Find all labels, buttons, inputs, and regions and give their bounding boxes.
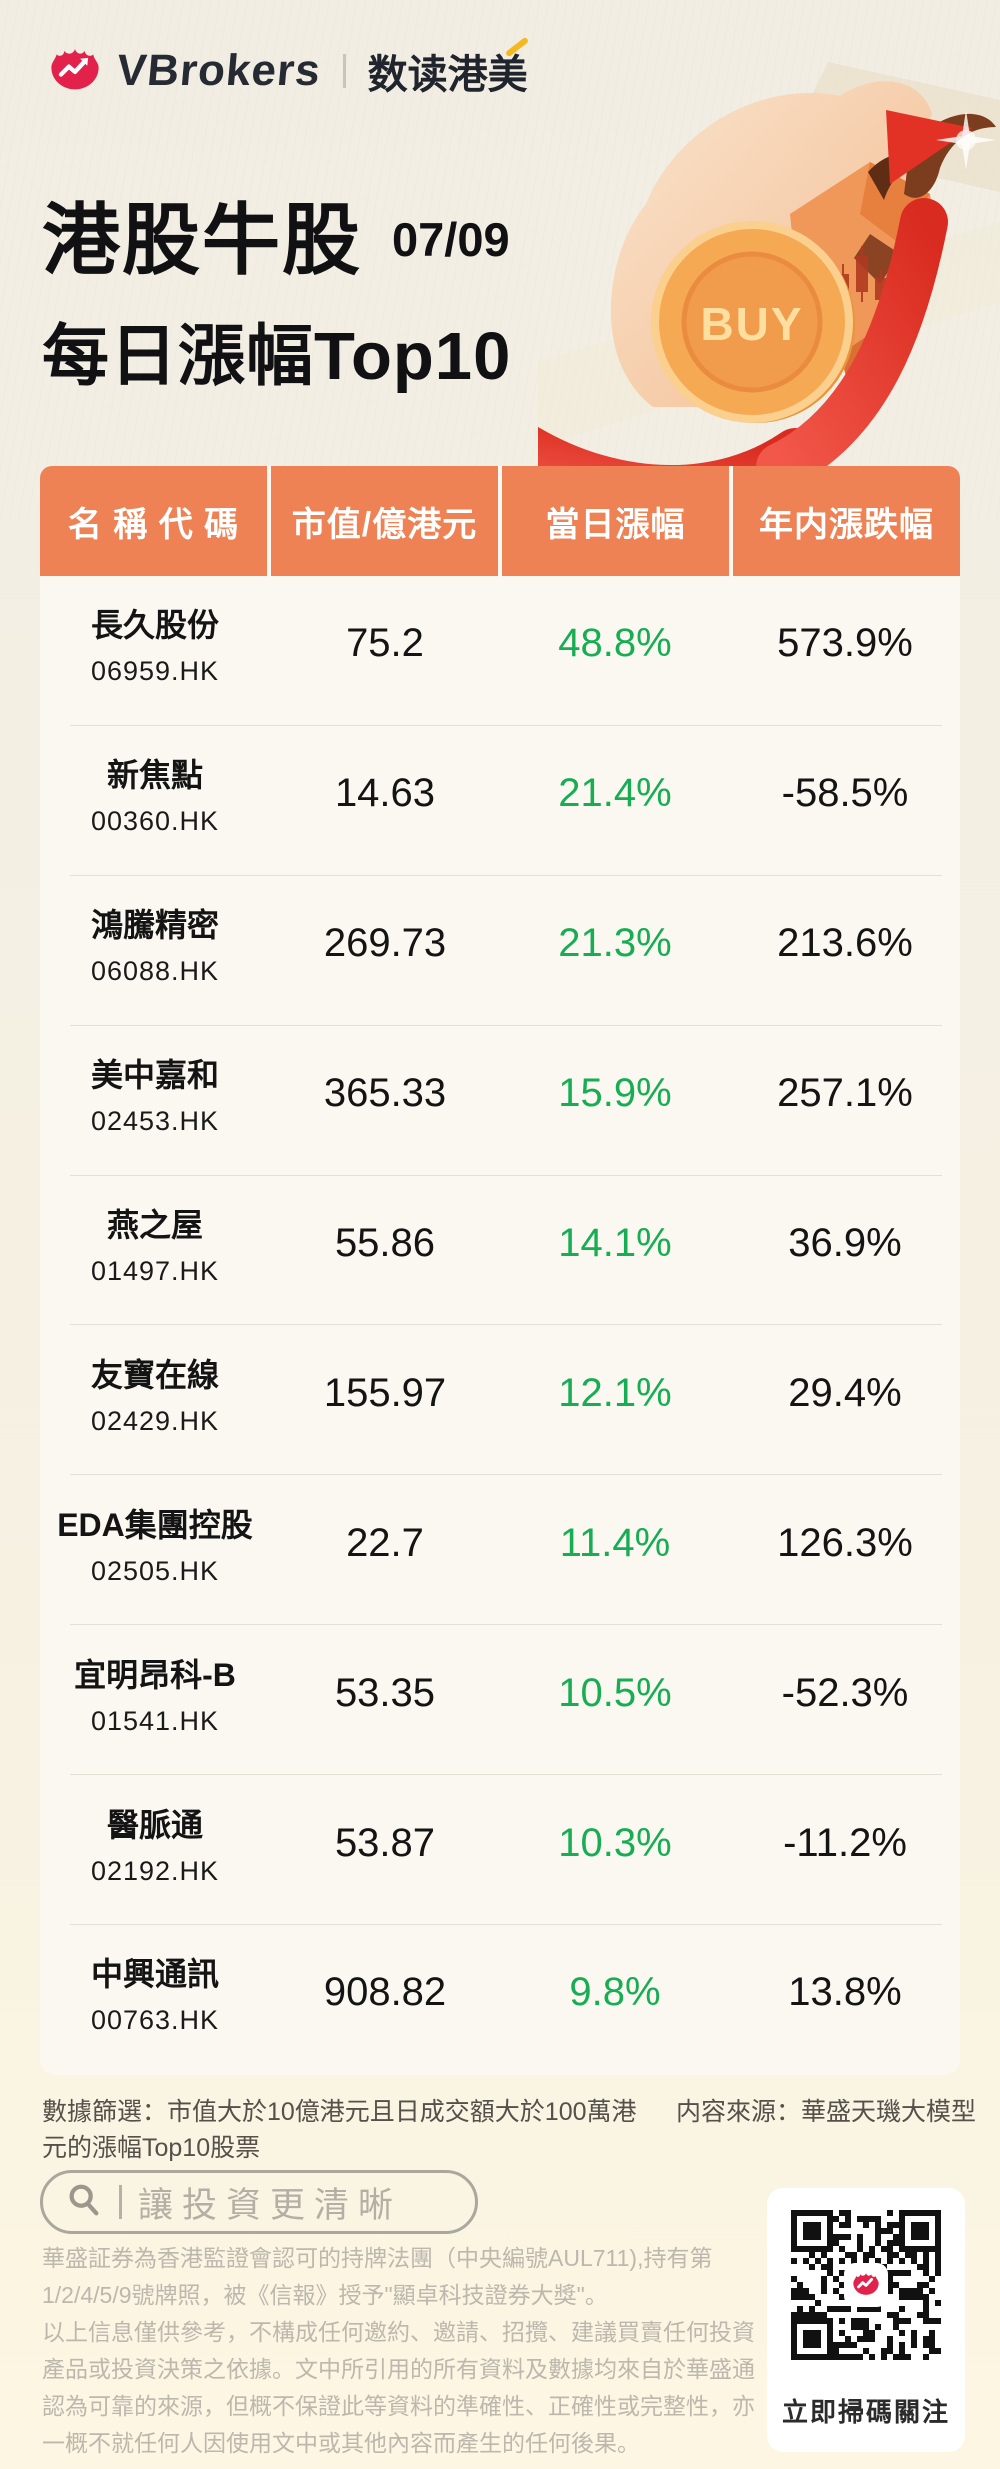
ytd-change: 126.3% — [777, 1520, 913, 1565]
stock-code: 01541.HK — [90, 1705, 220, 1736]
ytd-change: -52.3% — [781, 1670, 909, 1715]
market-cap: 908.82 — [323, 1970, 447, 2015]
ytd-change: 573.9% — [777, 621, 913, 666]
day-change: 21.3% — [558, 921, 672, 966]
stock-code: 00763.HK — [90, 2005, 220, 2036]
ytd-change: 257.1% — [777, 1071, 913, 1116]
stock-name: 鴻騰精密 — [90, 907, 219, 944]
ytd-change: -11.2% — [783, 1820, 907, 1865]
qr-caption: 立即掃碼關注 — [781, 2397, 950, 2427]
stock-code: 02429.HK — [90, 1405, 220, 1436]
qr-code — [791, 2210, 941, 2360]
search-slogan-pill: 讓投資更清晰 — [40, 2170, 478, 2234]
ytd-change: -58.5% — [781, 771, 909, 816]
market-cap: 269.73 — [323, 921, 447, 966]
day-change: 15.9% — [558, 1071, 672, 1116]
column-header: 名 稱 代 碼 — [40, 466, 267, 576]
table-row: 友寶在線 02429.HK 155.97 12.1% 29.4% — [40, 1325, 960, 1476]
pill-divider — [119, 2185, 122, 2219]
market-cap: 365.33 — [323, 1071, 447, 1116]
page-subtitle: 每日漲幅Top10 — [42, 319, 512, 394]
day-change: 10.5% — [558, 1670, 672, 1715]
stock-name: 宜明昂科-B — [74, 1656, 236, 1693]
stock-name: 新焦點 — [106, 757, 203, 794]
slogan-text: 讓投資更清晰 — [138, 2185, 403, 2225]
ytd-change: 29.4% — [788, 1370, 902, 1415]
stock-name: 友寶在線 — [90, 1356, 219, 1393]
market-cap: 53.87 — [334, 1820, 436, 1865]
data-filter-note: 數據篩選：市值大於10億港元且日成交額大於100萬港元的漲幅Top10股票 — [42, 2098, 637, 2162]
brand-name: VBrokers — [114, 46, 323, 95]
market-cap: 75.2 — [346, 621, 424, 666]
day-change: 12.1% — [558, 1370, 672, 1415]
market-cap: 55.86 — [334, 1221, 436, 1265]
market-cap: 53.35 — [334, 1670, 436, 1715]
buy-coin: BUY — [651, 221, 855, 423]
top10-table: 名 稱 代 碼市值/億港元 當日漲幅 年内漲跌幅 長久股份 06959.HK 75.2 4… — [40, 466, 960, 2075]
vbrokers-flame-icon — [47, 43, 103, 99]
brand-bar: VBrokers 数读港美 — [47, 36, 529, 100]
day-change: 9.8% — [569, 1970, 661, 2015]
stock-code: 02453.HK — [90, 1106, 220, 1137]
bull-illustration: BUY — [500, 52, 1000, 530]
column-header: 市值/億港元 — [271, 466, 498, 576]
ytd-change: 213.6% — [777, 921, 913, 966]
disclaimer-line-2: 以上信息僅供參考，不構成任何邀約、邀請、招攬、建議買賣任何投資產品或投資決策之依… — [42, 2319, 755, 2456]
day-change: 11.4% — [559, 1520, 671, 1565]
column-header: 當日漲幅 — [502, 466, 729, 576]
market-cap: 14.63 — [334, 771, 436, 816]
stock-name: 中興通訊 — [90, 1956, 219, 1993]
table-body: 長久股份 06959.HK 75.2 48.8% 573.9% 新焦點 00360.HK 14… — [40, 576, 960, 2075]
table-row: 燕之屋 01497.HK 55.86 14.1% 36.9% — [40, 1176, 960, 1326]
table-header-row: 名 稱 代 碼市值/億港元 當日漲幅 年内漲跌幅 — [40, 466, 960, 576]
column-header: 年内漲跌幅 — [733, 466, 960, 576]
title-date: 07/09 — [392, 213, 510, 266]
table-row: 宜明昂科-B 01541.HK 53.35 10.5% -52.3% — [40, 1625, 960, 1776]
qr-center-logo — [846, 2265, 886, 2305]
disclaimer: 華盛証券為香港監證會認可的持牌法團（中央編號AUL711),持有第1/2/4/5… — [42, 2240, 756, 2462]
content-source-note: 内容來源：華盛天璣大模型 — [676, 2098, 977, 2126]
stock-name: EDA集團控股 — [57, 1506, 253, 1543]
flare — [936, 110, 996, 170]
stock-code: 02505.HK — [90, 1555, 220, 1586]
market-cap: 22.7 — [346, 1520, 424, 1565]
market-cap: 155.97 — [323, 1370, 447, 1415]
stock-name: 美中嘉和 — [90, 1057, 219, 1094]
stock-name: 醫脈通 — [106, 1806, 203, 1843]
day-change: 21.4% — [558, 771, 672, 816]
stock-code: 06959.HK — [90, 656, 220, 687]
ytd-change: 36.9% — [788, 1221, 902, 1265]
stock-name: 長久股份 — [90, 607, 219, 644]
ytd-change: 13.8% — [788, 1970, 902, 2015]
disclaimer-line-1: 華盛証券為香港監證會認可的持牌法團（中央編號AUL711),持有第1/2/4/5… — [42, 2245, 713, 2308]
stock-code: 01497.HK — [90, 1256, 220, 1286]
day-change: 10.3% — [558, 1820, 672, 1865]
brand-subtitle: 数读港美 — [368, 36, 529, 100]
stock-code: 06088.HK — [90, 956, 220, 987]
table-row: 美中嘉和 02453.HK 365.33 15.9% 257.1% — [40, 1026, 960, 1176]
table-row: 新焦點 00360.HK 14.63 21.4% -58.5% — [40, 726, 960, 876]
stock-code: 02192.HK — [90, 1855, 220, 1886]
brand-divider — [342, 54, 346, 88]
stock-name: 燕之屋 — [106, 1207, 203, 1243]
up-arrow-icon — [756, 198, 948, 491]
table-row: 長久股份 06959.HK 75.2 48.8% 573.9% — [40, 576, 960, 726]
qr-card: 立即掃碼關注 — [767, 2188, 965, 2452]
magnifier-icon — [65, 2181, 103, 2224]
page-title: 港股牛股 — [42, 196, 363, 284]
table-row: EDA集團控股 02505.HK 22.7 11.4% 126.3% — [40, 1475, 960, 1626]
table-row: 鴻騰精密 06088.HK 269.73 21.3% 213.6% — [40, 876, 960, 1026]
day-change: 48.8% — [558, 621, 672, 666]
day-change: 14.1% — [558, 1221, 672, 1265]
table-row: 醫脈通 02192.HK 53.87 10.3% -11.2% — [40, 1775, 960, 1925]
buy-coin-label: BUY — [700, 298, 803, 350]
table-row: 中興通訊 00763.HK 908.82 9.8% 13.8% — [40, 1925, 960, 2075]
stock-code: 00360.HK — [90, 806, 220, 837]
